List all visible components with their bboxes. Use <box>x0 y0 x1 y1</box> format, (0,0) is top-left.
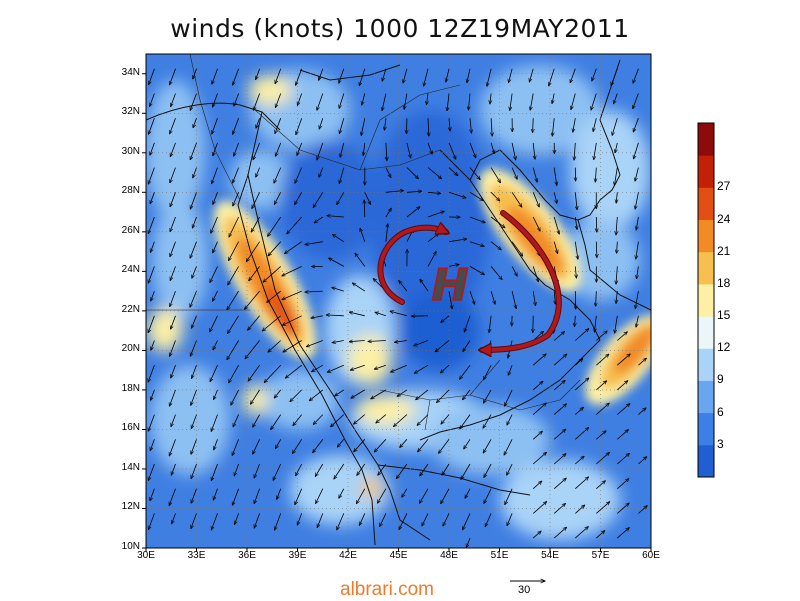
colorbar-swatch <box>698 445 714 478</box>
colorbar-label: 21 <box>717 244 730 258</box>
colorbar-swatch <box>698 155 714 188</box>
lon-label: 45E <box>379 550 419 561</box>
lat-label: 20N <box>100 343 140 354</box>
lon-label: 36E <box>227 550 267 561</box>
colorbar-label: 9 <box>717 372 724 386</box>
colorbar-label: 12 <box>717 340 730 354</box>
colorbar-label: 18 <box>717 276 730 290</box>
colorbar-swatch <box>698 220 714 253</box>
colorbar-label: 6 <box>717 405 724 419</box>
lat-label: 30N <box>100 146 140 157</box>
colorbar-swatch <box>698 413 714 446</box>
lat-label: 24N <box>100 264 140 275</box>
high-pressure-label: H <box>432 260 469 311</box>
lon-label: 30E <box>126 550 166 561</box>
colorbar-label: 3 <box>717 437 724 451</box>
colorbar-swatch <box>698 252 714 285</box>
colorbar-swatch <box>698 187 714 220</box>
lon-label: 33E <box>177 550 217 561</box>
lat-label: 12N <box>100 501 140 512</box>
lon-label: 54E <box>530 550 570 561</box>
lat-label: 28N <box>100 185 140 196</box>
lon-label: 57E <box>581 550 621 561</box>
colorbar-swatch <box>698 123 714 156</box>
colorbar <box>698 123 714 478</box>
colorbar-swatch <box>698 284 714 317</box>
reference-vector-label: 30 <box>518 584 530 596</box>
lat-label: 18N <box>100 383 140 394</box>
colorbar-swatch <box>698 316 714 349</box>
colorbar-label: 27 <box>717 179 730 193</box>
lat-label: 14N <box>100 462 140 473</box>
lat-label: 26N <box>100 225 140 236</box>
lon-label: 42E <box>328 550 368 561</box>
credit-text: albrari.com <box>340 579 434 601</box>
colorbar-swatch <box>698 380 714 413</box>
wind-vector <box>596 217 597 232</box>
lon-label: 51E <box>480 550 520 561</box>
colorbar-label: 24 <box>717 212 730 226</box>
lat-label: 22N <box>100 304 140 315</box>
lon-label: 60E <box>631 550 671 561</box>
colorbar-label: 15 <box>717 308 730 322</box>
lat-label: 16N <box>100 422 140 433</box>
wind-speed-field <box>145 54 679 548</box>
lat-label: 32N <box>100 106 140 117</box>
lat-label: 34N <box>100 67 140 78</box>
colorbar-swatch <box>698 348 714 381</box>
lon-label: 39E <box>278 550 318 561</box>
lon-label: 48E <box>429 550 469 561</box>
